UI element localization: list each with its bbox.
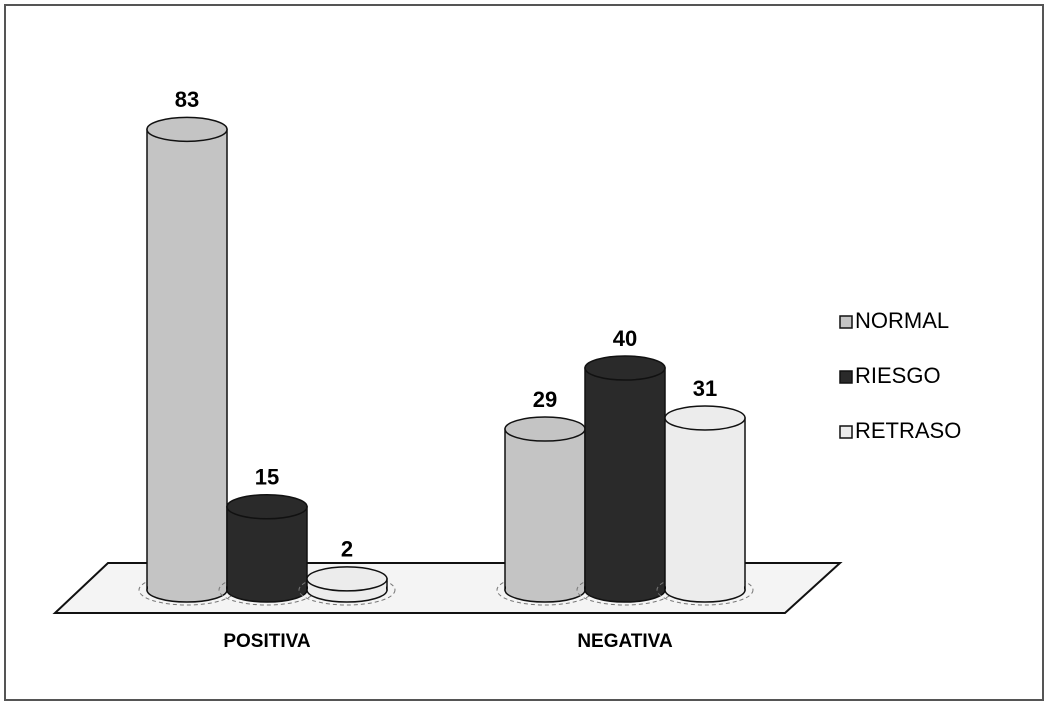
legend-marker (839, 315, 853, 329)
legend-marker (839, 425, 853, 439)
cylinder-top (664, 405, 746, 431)
value-label: 2 (341, 537, 353, 562)
value-label: 40 (613, 326, 637, 351)
legend-marker (839, 370, 853, 384)
value-label: 31 (693, 376, 717, 401)
cylinder-fill (666, 417, 744, 590)
x-tick-label: POSITIVA (223, 631, 311, 652)
cylinder-top (306, 566, 388, 592)
value-label: 83 (175, 87, 199, 112)
cylinder-fill (506, 429, 584, 590)
cylinder-top (146, 116, 228, 143)
cylinder-shadow (298, 574, 396, 606)
legend-label: RETRASO (855, 418, 961, 443)
cylinder-top (226, 494, 308, 520)
value-label: 15 (255, 465, 279, 490)
cylinder-top (584, 355, 666, 381)
cylinder-shadow (656, 574, 754, 606)
cylinder-fill (148, 129, 226, 590)
cylinder-fill (586, 368, 664, 590)
x-tick-label: NEGATIVA (577, 631, 673, 652)
legend-label: NORMAL (855, 308, 949, 333)
value-label: 29 (533, 387, 557, 412)
cylinder-fill (228, 506, 306, 590)
legend-label: RIESGO (855, 363, 941, 388)
cylinder-top (504, 416, 586, 442)
